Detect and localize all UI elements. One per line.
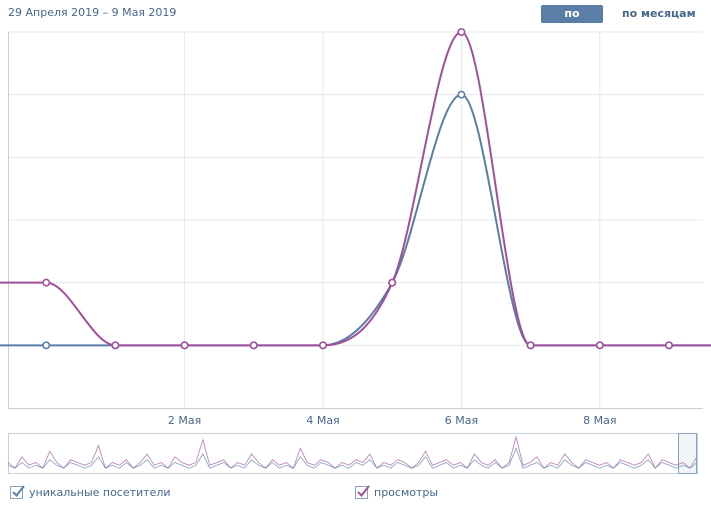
- legend-views-toggle[interactable]: просмотры: [355, 484, 438, 500]
- point-views: [318, 341, 327, 350]
- check-icon: [357, 484, 370, 497]
- point-visitors: [42, 341, 51, 350]
- legend-visitors-label: уникальные посетители: [29, 485, 171, 499]
- chart-series: [0, 27, 711, 350]
- x-tick-label: 8 Мая: [583, 414, 616, 427]
- overview-selection-window: [678, 433, 697, 474]
- chart-grid: [8, 31, 703, 409]
- x-tick-label: 6 Мая: [445, 414, 478, 427]
- point-views: [664, 341, 673, 350]
- line-chart: 2 Мая 4 Мая 6 Мая 8 Мая: [0, 27, 711, 474]
- overview-frame: [8, 433, 698, 474]
- by-months-button[interactable]: по месяцам: [622, 7, 696, 20]
- point-views: [111, 341, 120, 350]
- point-views: [42, 278, 51, 287]
- point-views: [595, 341, 604, 350]
- point-views: [249, 341, 258, 350]
- check-icon: [12, 484, 25, 497]
- x-tick-label: 4 Мая: [306, 414, 339, 427]
- views-checkbox[interactable]: [355, 484, 370, 499]
- date-range-label: 29 Апреля 2019 – 9 Мая 2019: [8, 6, 177, 19]
- overview-line-views: [7, 435, 698, 469]
- point-views: [457, 27, 466, 36]
- overview-navigator[interactable]: [7, 433, 698, 474]
- x-tick-label: 2 Мая: [168, 414, 201, 427]
- point-visitors: [457, 90, 466, 99]
- point-views: [388, 278, 397, 287]
- x-axis-ticks: 2 Мая 4 Мая 6 Мая 8 Мая: [168, 414, 617, 427]
- point-views: [526, 341, 535, 350]
- overview-line-visitors: [7, 447, 698, 469]
- series-line-views: [0, 30, 711, 347]
- point-views: [180, 341, 189, 350]
- legend-views-label: просмотры: [374, 485, 439, 499]
- legend-visitors-toggle[interactable]: уникальные посетители: [10, 484, 171, 500]
- visitors-checkbox[interactable]: [10, 484, 25, 499]
